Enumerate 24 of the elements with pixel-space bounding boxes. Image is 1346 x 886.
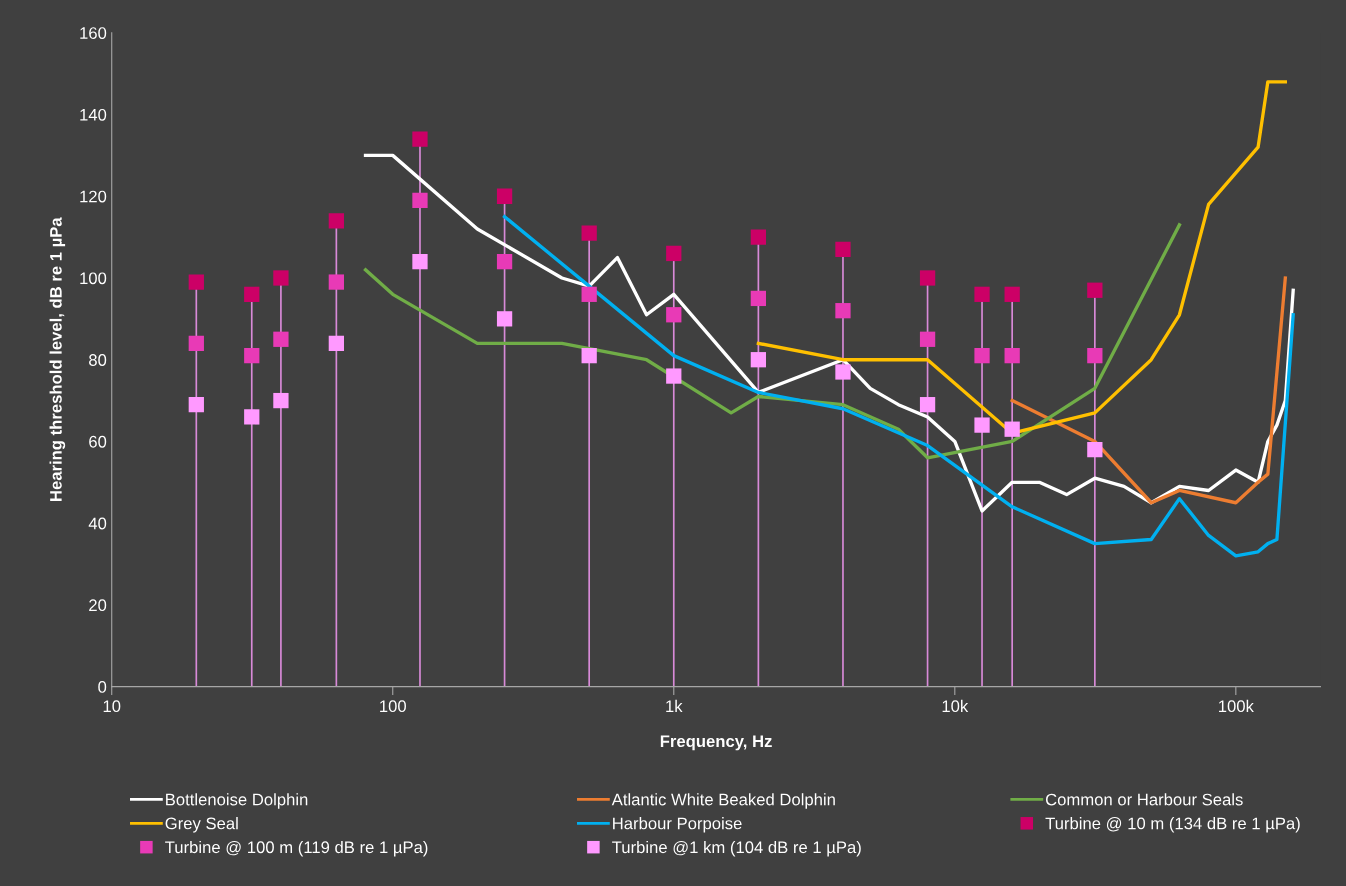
legend-label: Common or Harbour Seals xyxy=(1045,793,1243,806)
y-tick-label: 40 xyxy=(88,517,107,530)
legend-label: Grey Seal xyxy=(165,817,238,833)
x-tick-label: 10k xyxy=(942,699,969,713)
legend-label: Atlantic White Beaked Dolphin xyxy=(611,793,835,809)
y-tick-label: 100 xyxy=(80,272,107,285)
x-tick-label: 10 xyxy=(103,700,121,713)
legend-label: Turbine @1 km (104 dB re 1 µPa) xyxy=(612,840,861,857)
y-tick-label: 120 xyxy=(80,190,107,203)
legend-label: Turbine @ 10 m (134 dB re 1 µPa) xyxy=(1045,817,1300,833)
y-axis-title: Hearing threshold level, dB re 1 µPa xyxy=(49,217,66,501)
legend-label: Bottlenoise Dolphin xyxy=(166,793,308,809)
y-tick-label: 20 xyxy=(89,599,107,612)
x-tick-label: 100k xyxy=(1219,699,1254,713)
x-tick-label: 1k xyxy=(666,699,683,712)
legend-label: Harbour Porpoise xyxy=(613,817,742,833)
y-tick-label: 80 xyxy=(89,354,107,366)
y-tick-label: 60 xyxy=(89,435,107,448)
x-tick-label: 100 xyxy=(380,700,406,713)
y-tick-label: 160 xyxy=(80,27,107,39)
y-tick-label: 0 xyxy=(98,681,107,693)
legend-label: Turbine @ 100 m (119 dB re 1 µPa) xyxy=(165,840,428,857)
y-tick-label: 140 xyxy=(80,108,107,121)
x-axis-title: Frequency, Hz xyxy=(660,735,772,751)
